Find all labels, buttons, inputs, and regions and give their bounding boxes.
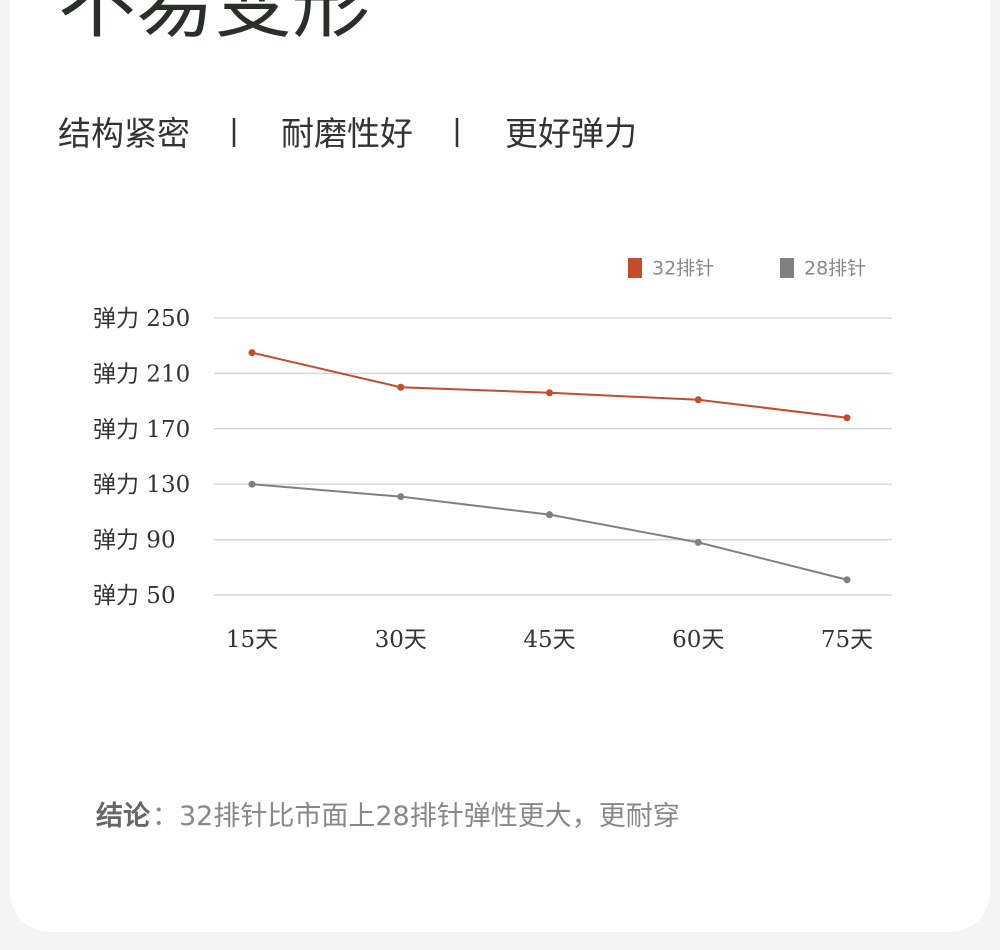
data-point: [843, 576, 851, 584]
y-tick-label: 弹力 130: [93, 472, 190, 498]
data-point: [248, 349, 256, 357]
x-tick-label: 15天: [226, 627, 278, 653]
conclusion-text: ：32排针比市面上28排针弹性更大，更耐穿: [152, 801, 680, 832]
x-tick-label: 60天: [672, 627, 724, 653]
legend-label: 28排针: [804, 258, 866, 280]
data-point: [546, 389, 553, 397]
legend-swatch: [780, 258, 794, 278]
data-point: [248, 480, 256, 488]
legend-label: 32排针: [652, 258, 714, 280]
x-tick-label: 45天: [523, 627, 575, 653]
y-tick-label: 弹力 170: [93, 417, 190, 443]
legend-swatch: [628, 258, 642, 278]
y-tick-label: 弹力 90: [93, 528, 176, 554]
x-tick-label: 30天: [375, 627, 427, 653]
x-tick-label: 75天: [821, 627, 873, 653]
data-point: [694, 538, 702, 546]
data-point: [694, 396, 702, 404]
y-tick-label: 弹力 250: [93, 306, 190, 332]
card: [10, 0, 990, 932]
data-point: [546, 511, 553, 519]
feature: 更好弹力: [505, 114, 637, 153]
feature: 耐磨性好: [281, 114, 413, 153]
y-tick-label: 弹力 50: [93, 583, 176, 609]
data-point: [843, 414, 851, 422]
y-tick-label: 弹力 210: [93, 361, 190, 387]
data-point: [397, 493, 405, 501]
page-title: 不易变形: [58, 0, 370, 49]
feature: 结构紧密: [58, 114, 190, 153]
conclusion-label: 结论: [96, 801, 151, 832]
chart: 弹力 250 弹力 210 弹力 170 弹力 130 弹力 90 弹力 50 15天 30天…: [93, 258, 892, 653]
data-point: [397, 383, 405, 391]
